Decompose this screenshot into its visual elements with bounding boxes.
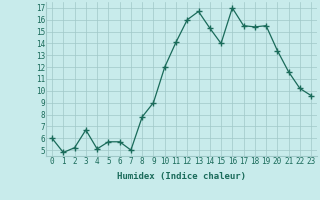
X-axis label: Humidex (Indice chaleur): Humidex (Indice chaleur) [117, 172, 246, 181]
